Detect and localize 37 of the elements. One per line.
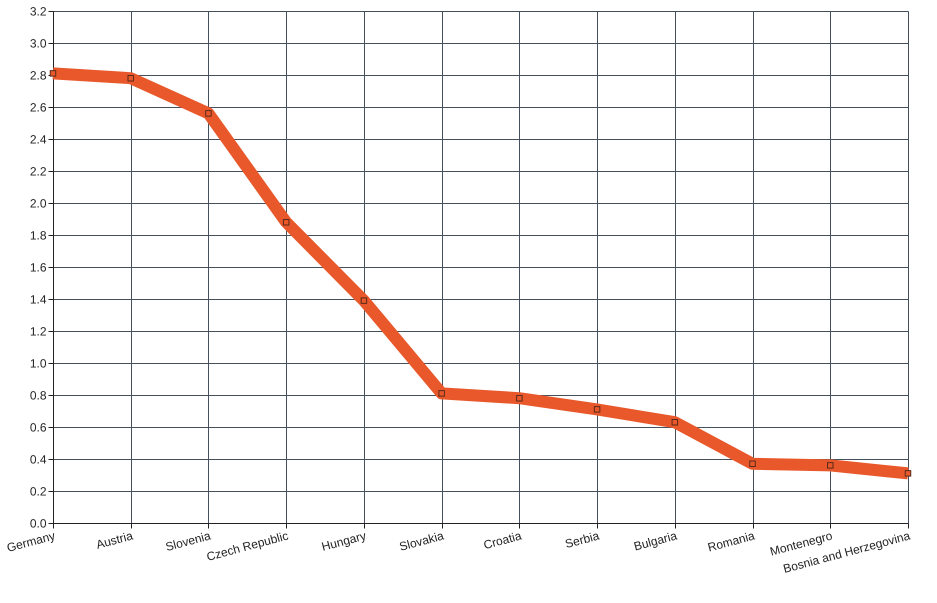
x-tick-label: Austria (94, 528, 135, 552)
point (282, 218, 290, 226)
x-tick-label: Croatia (482, 528, 524, 552)
y-tick-label: 0.2 (30, 484, 47, 498)
point (127, 74, 134, 82)
x-tick-label: Serbia (564, 528, 602, 552)
y-tick-label: 2.6 (30, 100, 47, 114)
point (594, 406, 600, 413)
y-tick-label: 1.6 (30, 260, 47, 274)
x-tick-label: Slovakia (398, 528, 446, 554)
y-tick-label: 3.2 (30, 4, 47, 18)
x-tick-label: Germany (5, 528, 57, 555)
point (749, 460, 756, 468)
y-tick-label: 0.8 (30, 388, 47, 402)
point (827, 462, 834, 469)
y-tick-label: 2.4 (30, 132, 47, 146)
y-tick-label: 0.0 (30, 516, 47, 530)
point (516, 394, 523, 402)
y-tick-label: 1.0 (30, 356, 47, 370)
y-tick-label: 1.8 (30, 228, 47, 242)
x-tick-label: Romania (706, 528, 756, 555)
y-tick-label: 2.2 (30, 164, 47, 178)
y-tick-label: 1.2 (30, 324, 47, 338)
y-tick-label: 2.0 (30, 196, 47, 210)
point (50, 70, 56, 77)
y-tick-label: 0.4 (30, 452, 47, 466)
point (360, 297, 368, 304)
point (672, 418, 678, 426)
point (205, 110, 212, 117)
y-tick-label: 3.0 (30, 36, 47, 50)
y-tick-label: 0.6 (30, 420, 47, 434)
point (904, 470, 912, 477)
x-tick-label: Hungary (320, 528, 368, 554)
point (438, 390, 445, 397)
y-tick-label: 2.8 (30, 68, 47, 82)
y-tick-label: 1.4 (30, 292, 47, 306)
x-tick-label: Bulgaria (632, 528, 679, 554)
